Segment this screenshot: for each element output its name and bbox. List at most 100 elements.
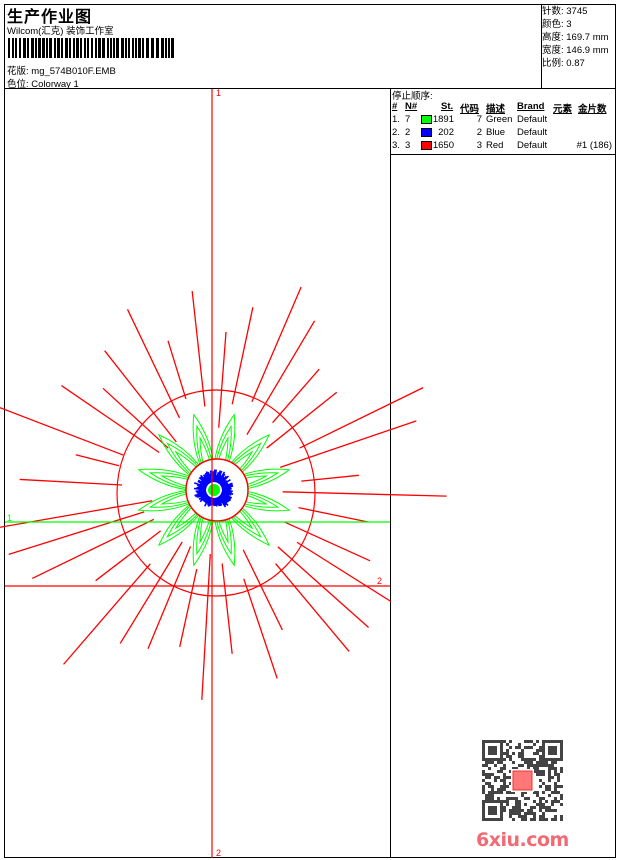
red-ray xyxy=(126,309,181,419)
qr-module xyxy=(509,740,512,743)
qr-module xyxy=(488,794,491,797)
qr-module xyxy=(509,797,512,800)
red-ray xyxy=(246,320,316,436)
qr-module xyxy=(485,776,488,779)
red-ray xyxy=(147,546,192,649)
qr-module xyxy=(494,764,497,767)
qr-module xyxy=(488,746,497,755)
design-scale: 比例: 0.87 xyxy=(542,58,585,69)
qr-module xyxy=(533,800,536,803)
qr-module xyxy=(503,767,506,770)
qr-module xyxy=(539,806,542,809)
stitch-count: 针数: 3745 xyxy=(542,6,588,17)
red-ray xyxy=(277,546,370,629)
qr-module xyxy=(539,800,542,803)
qr-module xyxy=(536,749,539,752)
stats-panel: 针数: 3745 颜色: 3 高度: 169.7 mm 宽度: 146.9 mm… xyxy=(542,5,609,70)
qr-module xyxy=(503,764,506,767)
qr-module xyxy=(554,815,557,818)
qr-module xyxy=(503,788,506,791)
qr-module xyxy=(533,812,536,815)
qr-module xyxy=(533,770,536,773)
qr-module xyxy=(542,791,545,794)
qr-module xyxy=(560,818,563,821)
red-ray xyxy=(0,500,153,528)
qr-module xyxy=(554,791,557,794)
qr-module xyxy=(548,785,551,788)
qr-module xyxy=(491,785,494,788)
qr-module xyxy=(497,776,500,779)
qr-module xyxy=(554,767,557,770)
qr-module xyxy=(539,758,542,761)
qr-module xyxy=(551,800,554,803)
qr-module xyxy=(518,743,521,746)
qr-module xyxy=(488,773,491,776)
cell-idx: 1. xyxy=(392,114,400,125)
qr-module xyxy=(512,797,515,800)
qr-module xyxy=(503,779,506,782)
qr-module xyxy=(545,761,548,764)
qr-module xyxy=(536,794,539,797)
qr-module xyxy=(482,770,485,773)
qr-module xyxy=(509,782,512,785)
qr-module xyxy=(542,740,563,761)
qr-module xyxy=(530,818,533,821)
cell-idx: 3. xyxy=(392,140,400,151)
qr-module xyxy=(506,803,509,806)
red-ray xyxy=(251,286,302,402)
red-ray xyxy=(221,563,233,654)
qr-module xyxy=(533,752,536,755)
qr-module xyxy=(560,770,563,773)
axis-label-green-h: 1 xyxy=(7,513,12,523)
cell-desc: Red xyxy=(486,140,504,151)
color-count: 颜色: 3 xyxy=(542,19,572,30)
cell-st: 1650 xyxy=(432,140,454,151)
red-ray xyxy=(284,521,371,562)
qr-module xyxy=(503,758,506,761)
qr-module xyxy=(560,803,563,806)
qr-module xyxy=(530,764,533,767)
qr-module xyxy=(500,788,503,791)
qr-module xyxy=(482,800,503,821)
qr-module xyxy=(527,797,530,800)
qr-module xyxy=(554,785,557,788)
qr-module xyxy=(560,797,563,800)
cell-sequins: #1 (186) xyxy=(576,140,612,151)
color-swatch xyxy=(421,141,432,150)
green-center xyxy=(208,484,220,496)
table-row: 2. 2 202 2 Blue Default xyxy=(392,127,614,139)
qr-module xyxy=(539,764,542,767)
qr-module xyxy=(488,797,491,800)
qr-module xyxy=(509,809,512,812)
qr-module xyxy=(560,785,563,788)
qr-module xyxy=(512,791,515,794)
qr-module xyxy=(542,803,545,806)
red-ray xyxy=(63,563,151,665)
qr-module xyxy=(551,761,554,764)
qr-module xyxy=(530,758,533,761)
qr-module xyxy=(491,794,494,797)
qr-module xyxy=(545,809,548,812)
stop-sequence-title: 停止顺序: xyxy=(392,91,433,102)
qr-module xyxy=(524,746,527,749)
qr-module xyxy=(527,746,530,749)
qr-module xyxy=(482,779,485,782)
qr-module xyxy=(488,776,491,779)
qr-module xyxy=(491,788,494,791)
qr-module xyxy=(500,761,503,764)
qr-module xyxy=(494,779,497,782)
qr-module xyxy=(518,812,521,815)
qr-module xyxy=(485,761,488,764)
qr-module xyxy=(500,767,503,770)
qr-module xyxy=(548,806,551,809)
qr-module xyxy=(533,767,536,770)
qr-module xyxy=(482,773,485,776)
col-index: # xyxy=(392,101,398,112)
qr-module xyxy=(542,773,545,776)
qr-module xyxy=(548,767,551,770)
qr-module xyxy=(524,758,527,761)
red-ray xyxy=(279,420,417,469)
qr-module xyxy=(554,788,557,791)
red-ray xyxy=(301,474,359,482)
qr-module xyxy=(557,776,560,779)
